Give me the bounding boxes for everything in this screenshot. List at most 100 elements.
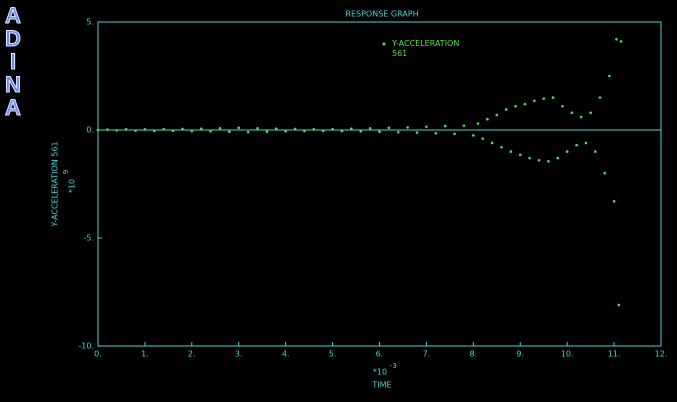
- data-point: [228, 130, 231, 134]
- x-tick-label: 1.: [141, 350, 149, 359]
- data-point: [598, 96, 602, 99]
- data-point: [443, 124, 447, 128]
- data-point: [378, 130, 381, 134]
- y-axis-label: Y-ACCELERATION 561: [51, 141, 60, 227]
- data-point: [434, 131, 438, 135]
- data-point: [284, 129, 287, 133]
- data-point: [462, 124, 466, 127]
- data-point: [396, 130, 400, 134]
- data-point: [124, 128, 128, 131]
- x-tick-label: 10.: [561, 350, 574, 359]
- data-point: [312, 127, 316, 131]
- data-point: [476, 122, 480, 125]
- data-point: [486, 117, 489, 121]
- data-point: [218, 126, 222, 130]
- data-point: [153, 129, 156, 133]
- data-point: [617, 303, 621, 307]
- data-point: [556, 156, 560, 160]
- data-point: [368, 126, 372, 130]
- data-point: [246, 130, 250, 134]
- data-point: [134, 129, 137, 132]
- data-point: [481, 137, 485, 140]
- data-point: [265, 130, 269, 134]
- data-point: [542, 97, 546, 100]
- y-tick-label: 5.: [86, 18, 94, 27]
- data-point: [106, 128, 109, 131]
- data-point: [425, 125, 428, 129]
- data-point: [162, 127, 165, 131]
- data-point: [518, 153, 522, 157]
- data-point: [115, 129, 119, 132]
- legend-entry: Y-ACCELERATION 561: [392, 39, 460, 58]
- data-point: [472, 134, 475, 137]
- logo: ADINA: [5, 3, 22, 120]
- data-point: [495, 113, 499, 117]
- data-point: [615, 37, 618, 41]
- data-point: [415, 131, 419, 134]
- y-tick-label: -5.: [83, 234, 94, 243]
- data-point: [181, 127, 184, 131]
- data-point: [340, 129, 344, 133]
- data-point: [547, 160, 550, 163]
- y-multiplier: *10: [68, 179, 77, 193]
- data-point: [500, 145, 503, 149]
- data-point: [321, 129, 325, 133]
- x-multiplier: *10: [373, 368, 387, 377]
- data-point: [303, 129, 306, 133]
- x-axis-label: TIME: [371, 381, 391, 390]
- data-point: [584, 141, 588, 145]
- data-point: [199, 127, 203, 131]
- data-point: [570, 111, 574, 115]
- x-tick-label: 9.: [516, 350, 524, 359]
- data-point: [209, 129, 212, 133]
- data-point: [504, 108, 508, 111]
- data-point: [350, 127, 353, 131]
- data-point: [608, 74, 611, 78]
- x-tick-label: 7.: [423, 350, 431, 359]
- data-point: [331, 127, 334, 131]
- data-point: [190, 129, 194, 133]
- data-point: [589, 111, 592, 115]
- x-tick-label: 8.: [470, 350, 478, 359]
- data-point: [171, 129, 175, 133]
- data-point: [509, 150, 513, 153]
- x-tick-label: 12.: [655, 350, 668, 359]
- data-point: [537, 158, 541, 162]
- y-tick-label: -10.: [78, 342, 94, 351]
- y-multiplier-exponent: 9: [62, 170, 70, 174]
- data-point: [523, 102, 527, 106]
- data-point: [561, 104, 564, 108]
- data-point: [579, 115, 583, 119]
- data-point: [406, 126, 409, 129]
- data-point: [237, 126, 241, 130]
- x-multiplier-exponent: -3: [390, 362, 397, 370]
- data-point: [274, 127, 278, 131]
- x-tick-label: 4.: [282, 350, 290, 359]
- data-point: [551, 96, 555, 99]
- data-point: [514, 104, 517, 108]
- data-point: [490, 141, 494, 145]
- y-tick-label: 0.: [86, 126, 94, 135]
- data-point: [293, 127, 297, 131]
- data-point: [603, 171, 606, 175]
- x-tick-label: 5.: [329, 350, 337, 359]
- x-tick-label: 0.: [94, 350, 102, 359]
- data-point: [594, 150, 597, 153]
- data-point: [256, 126, 259, 130]
- legend-marker: [382, 42, 386, 46]
- data-point: [533, 99, 536, 103]
- data-point: [359, 129, 363, 133]
- x-tick-label: 3.: [235, 350, 243, 359]
- data-point: [96, 128, 100, 132]
- data-point: [565, 150, 569, 153]
- x-tick-label: 2.: [188, 350, 196, 359]
- data-point: [143, 128, 147, 131]
- data-point: [528, 156, 531, 160]
- plot-frame: [97, 21, 662, 347]
- data-point: [453, 132, 456, 136]
- data-point: [575, 143, 578, 147]
- data-point: [612, 199, 616, 203]
- data-point: [619, 40, 623, 43]
